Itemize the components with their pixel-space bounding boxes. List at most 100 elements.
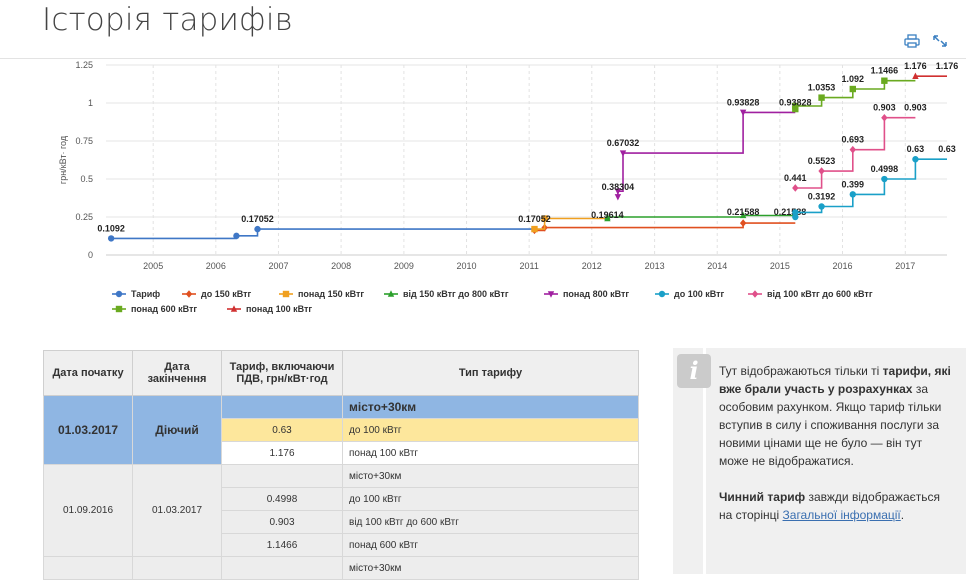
data-label: 1.0353 xyxy=(808,83,836,93)
col-type: Тип тарифу xyxy=(342,350,639,396)
print-icon[interactable] xyxy=(904,34,920,48)
data-label: 0.93828 xyxy=(779,97,812,107)
series-point xyxy=(739,109,747,117)
series-point xyxy=(614,194,622,201)
rate-cell: 1.1466 xyxy=(221,533,343,557)
current-start-date: 01.03.2017 xyxy=(43,395,133,465)
type-cell: понад 100 кВтг xyxy=(342,441,639,465)
info-icon: i xyxy=(677,354,711,388)
series-line xyxy=(795,116,916,189)
y-tick-label: 1.25 xyxy=(75,60,93,70)
legend-item: понад 600 кВтг xyxy=(112,304,197,314)
legend-label: понад 150 кВтг xyxy=(298,289,364,299)
legend-label: понад 800 кВтг xyxy=(563,289,629,299)
y-tick-label: 0.5 xyxy=(80,174,93,184)
series-line xyxy=(534,217,608,230)
legend-marker xyxy=(387,290,395,297)
series-point xyxy=(818,94,825,101)
series-point xyxy=(912,156,919,163)
data-label: 0.3192 xyxy=(808,191,836,201)
col-end-date: Дата закінчення xyxy=(132,350,222,396)
series-point xyxy=(792,184,799,192)
data-label: 0.17052 xyxy=(241,214,274,224)
series-point xyxy=(604,214,611,222)
x-tick-label: 2010 xyxy=(457,261,477,271)
data-label: 0.5523 xyxy=(808,156,836,166)
x-tick-label: 2009 xyxy=(394,261,414,271)
data-label: 0.63 xyxy=(907,144,925,154)
legend-marker xyxy=(282,290,290,298)
info-paragraph-1: Тут відображаються тільки ті тарифи, які… xyxy=(719,362,954,470)
info-text-part: . xyxy=(900,508,905,522)
data-label: 0.4998 xyxy=(871,164,899,174)
general-info-link[interactable]: Загальної інформації xyxy=(782,508,901,522)
page-header: Історія тарифів xyxy=(0,0,966,59)
legend-label: від 100 кВтг до 600 кВтг xyxy=(767,289,873,299)
x-tick-label: 2015 xyxy=(770,261,790,271)
info-text: Тут відображаються тільки ті тарифи, які… xyxy=(719,362,954,524)
next-start-date xyxy=(43,556,133,580)
data-label: 0.21588 xyxy=(774,207,807,217)
series-point xyxy=(881,113,888,122)
series-line xyxy=(111,228,535,240)
current-group-label: місто+30км xyxy=(342,395,639,419)
info-text-part: за особовим рахунком. Якщо тариф тільки … xyxy=(719,382,942,468)
page-title: Історія тарифів xyxy=(42,2,294,38)
data-label: 0.63 xyxy=(938,144,956,154)
data-label: 0.441 xyxy=(784,173,807,183)
rate-cell: 1.176 xyxy=(221,441,343,465)
series-point xyxy=(739,211,747,219)
series-point xyxy=(619,150,627,157)
data-label: 0.67032 xyxy=(607,138,640,148)
data-label: 1.092 xyxy=(842,74,865,84)
x-tick-label: 2014 xyxy=(707,261,727,271)
info-text-part: Тут відображаються тільки ті xyxy=(719,364,883,378)
table-row: 0.63 до 100 кВтг xyxy=(44,418,639,442)
next-group-label: місто+30км xyxy=(342,556,639,580)
info-divider xyxy=(703,348,706,574)
info-text-part: завжди відображається на сторінці xyxy=(719,490,940,522)
legend-label: понад 100 кВтг xyxy=(246,304,312,314)
next-end-date xyxy=(132,556,222,580)
legend-item: від 150 кВтг до 800 кВтг xyxy=(384,289,509,299)
data-label: 1.176 xyxy=(904,61,927,71)
series-point xyxy=(254,225,261,233)
x-tick-label: 2013 xyxy=(645,261,665,271)
series-point xyxy=(818,203,825,210)
y-tick-label: 0.75 xyxy=(75,136,93,146)
x-tick-label: 2008 xyxy=(331,261,351,271)
data-label: 0.693 xyxy=(842,135,865,145)
data-label: 0.93828 xyxy=(727,97,760,107)
x-tick-label: 2016 xyxy=(832,261,852,271)
legend-label: понад 600 кВтг xyxy=(131,304,197,314)
series-point xyxy=(912,72,919,79)
series-point xyxy=(107,235,115,242)
series-point xyxy=(792,213,799,221)
series-line xyxy=(534,222,796,232)
x-tick-label: 2017 xyxy=(895,261,915,271)
legend-marker xyxy=(658,290,666,298)
tariff-history-chart: 0 0.25 0.5 0.75 1 1.25 2005 2006 2007 2008 2009 201… xyxy=(58,60,959,314)
legend-item: понад 800 кВтг xyxy=(544,289,629,299)
legend-marker xyxy=(115,290,123,298)
previous-end-date: 01.03.2017 xyxy=(132,464,222,557)
data-label: 1.176 xyxy=(936,61,959,71)
legend-item: до 100 кВтг xyxy=(655,289,725,299)
table-row: 1.1466 понад 600 кВтг xyxy=(44,533,639,557)
tariff-table: Дата початку Дата закінчення Тариф, вклю… xyxy=(43,350,639,580)
x-tick-label: 2005 xyxy=(143,261,163,271)
legend-label: від 150 кВтг до 800 кВтг xyxy=(403,289,509,299)
info-panel: i Тут відображаються тільки ті тарифи, я… xyxy=(673,348,966,574)
col-rate: Тариф, включаючи ПДВ, грн/кВт·год xyxy=(221,350,343,396)
data-label: 0.903 xyxy=(873,103,896,113)
legend-marker xyxy=(185,290,193,298)
series-point xyxy=(792,209,799,216)
legend-label: до 100 кВтг xyxy=(674,289,725,299)
legend-item: від 100 кВтг до 600 кВтг xyxy=(748,289,873,299)
info-text-bold: тарифи, які вже брали участь у розрахунк… xyxy=(719,364,951,396)
info-text-bold: Чинний тариф xyxy=(719,490,806,504)
previous-start-date: 01.09.2016 xyxy=(43,464,133,557)
y-tick-label: 1 xyxy=(88,98,93,108)
expand-icon[interactable] xyxy=(932,34,948,48)
rate-cell: 0.4998 xyxy=(221,487,343,511)
